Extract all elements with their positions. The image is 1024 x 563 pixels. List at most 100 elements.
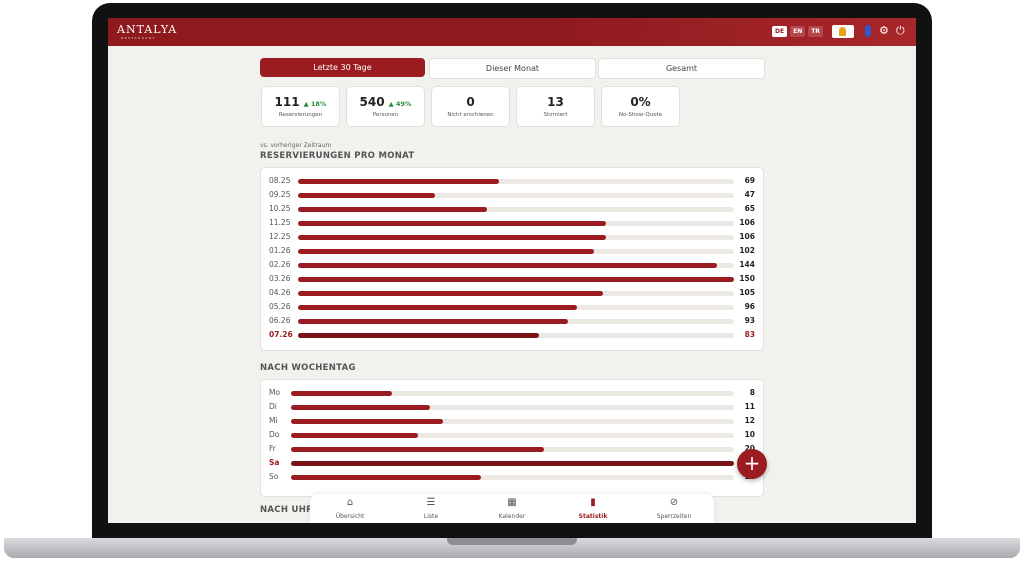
bar-value: 11 [744, 402, 755, 411]
bar-label: 05.26 [269, 302, 291, 311]
nav-item[interactable]: Kalender [498, 513, 526, 520]
bar-track [298, 179, 734, 184]
bar [291, 433, 418, 438]
bar-value: 47 [744, 190, 755, 199]
laptop-base [4, 538, 1020, 558]
bar-value: 20 [725, 444, 755, 453]
bar [298, 291, 604, 296]
section-title: NACH WOCHENTAG [260, 363, 356, 373]
bar-value: 83 [744, 330, 755, 339]
language-option[interactable]: TR [808, 26, 823, 37]
kpi-change: ▲ 18% [303, 100, 327, 108]
bar [298, 221, 607, 226]
bar [298, 193, 435, 198]
bar-track [291, 391, 734, 396]
bar-track [291, 475, 734, 480]
bar [298, 207, 487, 212]
header: ANTALYA RESTAURANT DE EN TR ⚙ ⏻ [108, 18, 916, 46]
bar-label: Do [269, 430, 280, 439]
nav-icon: ⊘ [669, 497, 679, 508]
bar [298, 235, 607, 240]
bar-value: 150 [739, 274, 755, 283]
kpi-label: Nicht erschienen [447, 112, 494, 118]
kpi-row: 540 ▲ 49% [347, 95, 424, 109]
kpi-card: 0 Nicht erschienen [431, 86, 510, 127]
bar [291, 475, 481, 480]
language-switch: DE EN TR [772, 26, 823, 37]
nav-item[interactable]: Sperrzeiten [656, 513, 692, 520]
brand-sub: RESTAURANT [121, 36, 156, 40]
bar-label: 10.25 [269, 204, 291, 213]
bar-label: 11.25 [269, 218, 291, 227]
bar-label: Fr [269, 444, 276, 453]
add-button[interactable]: + [737, 449, 767, 479]
kpi-card: 0% No-Show-Quote [601, 86, 680, 127]
section-title: NACH UHRZEIT [260, 505, 336, 515]
bar-label: 12.25 [269, 232, 291, 241]
language-option[interactable]: DE [772, 26, 788, 37]
kpi-card: 111 ▲ 18% Reservierungen [261, 86, 340, 127]
bar [291, 447, 545, 452]
kpi-value: 0 [466, 95, 475, 109]
settings-button[interactable]: ⚙ [879, 24, 889, 37]
bar-label: Di [269, 402, 277, 411]
kpi-note: vs. vorheriger Zeitraum [260, 132, 331, 151]
bar-track [291, 405, 734, 410]
kpi-card: 540 ▲ 49% Personen [346, 86, 425, 127]
bar-value: 106 [739, 218, 755, 227]
tab[interactable]: Gesamt [598, 58, 765, 79]
tab[interactable]: Dieser Monat [429, 58, 596, 79]
bar-label: 04.26 [269, 288, 291, 297]
user-button[interactable] [865, 25, 871, 37]
kpi-note-text: vs. vorheriger Zeitraum [260, 142, 332, 149]
kpi-row: 13 [517, 95, 594, 109]
bar-label: 03.26 [269, 274, 291, 283]
kpi-label: No-Show-Quote [618, 112, 663, 118]
bar-label: 07.26 [269, 330, 293, 339]
laptop-notch [447, 538, 577, 545]
bar [298, 179, 499, 184]
bar [291, 405, 431, 410]
nav-icon: ⌂ [346, 497, 354, 508]
bar-value: 93 [744, 316, 755, 325]
bar-label: 08.25 [269, 176, 291, 185]
kpi-value: 111 [274, 95, 300, 109]
bar [291, 461, 734, 466]
screen: ANTALYA RESTAURANT DE EN TR ⚙ ⏻ vs. vorher… [108, 18, 916, 523]
kpi-change: ▲ 49% [388, 100, 412, 108]
bar-label: 02.26 [269, 260, 291, 269]
bar [298, 277, 734, 282]
kpi-row: 111 ▲ 18% [262, 95, 339, 109]
bar [291, 419, 443, 424]
bar-track [298, 193, 734, 198]
logout-button[interactable]: ⏻ [896, 24, 905, 37]
nav-item[interactable]: Übersicht [335, 513, 365, 520]
bar-value: 102 [739, 246, 755, 255]
bar [298, 263, 717, 268]
bar-value: 10 [744, 430, 755, 439]
tab[interactable]: Letzte 30 Tage [260, 58, 425, 77]
bar [291, 391, 393, 396]
nav-item[interactable]: Statistik [578, 513, 608, 520]
kpi-label: Reservierungen [278, 112, 323, 118]
bar [298, 333, 540, 338]
nav-item[interactable]: Liste [423, 513, 439, 520]
bar-value: 69 [744, 176, 755, 185]
nav-icon: ▮ [590, 497, 596, 508]
kpi-row: 0% [602, 95, 679, 109]
notification-button[interactable] [832, 25, 854, 38]
bar-label: So [269, 472, 279, 481]
kpi-label: Personen [372, 112, 399, 118]
language-option[interactable]: EN [790, 26, 806, 37]
bar-value: 106 [739, 232, 755, 241]
bar-value: 105 [739, 288, 755, 297]
bar-label: 06.26 [269, 316, 291, 325]
bar [298, 249, 595, 254]
section-title: RESERVIERUNGEN PRO MONAT [260, 151, 415, 161]
kpi-row: 0 [432, 95, 509, 109]
nav-icon: ☰ [426, 497, 436, 508]
bar-label: Mi [269, 416, 278, 425]
bar-track [291, 433, 734, 438]
bar-label: Sa [269, 458, 280, 467]
